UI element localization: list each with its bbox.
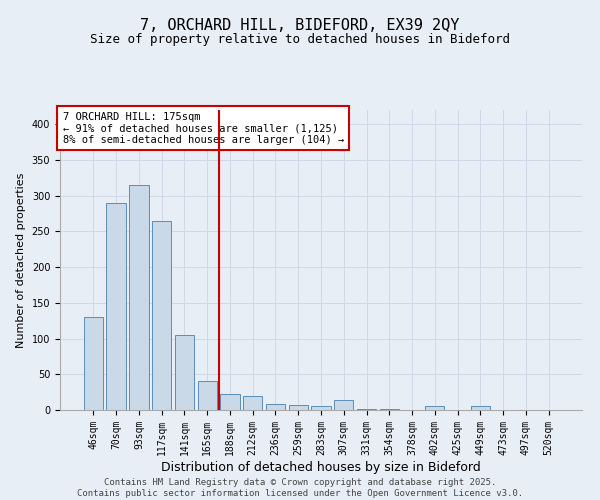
Bar (84, 317, 103, 410)
Bar (106, 203, 126, 410)
Bar (425, 406, 445, 410)
Bar (175, 335, 194, 410)
Bar (334, 400, 353, 410)
Bar (152, 220, 172, 410)
Bar (220, 394, 239, 410)
X-axis label: Distribution of detached houses by size in Bideford: Distribution of detached houses by size … (161, 460, 481, 473)
Bar (243, 396, 262, 410)
Text: Size of property relative to detached houses in Bideford: Size of property relative to detached ho… (90, 32, 510, 46)
Bar (470, 406, 490, 410)
Bar (129, 185, 149, 410)
Y-axis label: Number of detached properties: Number of detached properties (16, 172, 26, 348)
Bar (197, 382, 217, 410)
Bar (311, 406, 331, 410)
Bar (289, 405, 308, 410)
Bar (266, 404, 285, 410)
Bar (357, 408, 376, 410)
Text: Contains HM Land Registry data © Crown copyright and database right 2025.
Contai: Contains HM Land Registry data © Crown c… (77, 478, 523, 498)
Text: 7 ORCHARD HILL: 175sqm
← 91% of detached houses are smaller (1,125)
8% of semi-d: 7 ORCHARD HILL: 175sqm ← 91% of detached… (62, 112, 344, 144)
Text: 7, ORCHARD HILL, BIDEFORD, EX39 2QY: 7, ORCHARD HILL, BIDEFORD, EX39 2QY (140, 18, 460, 32)
